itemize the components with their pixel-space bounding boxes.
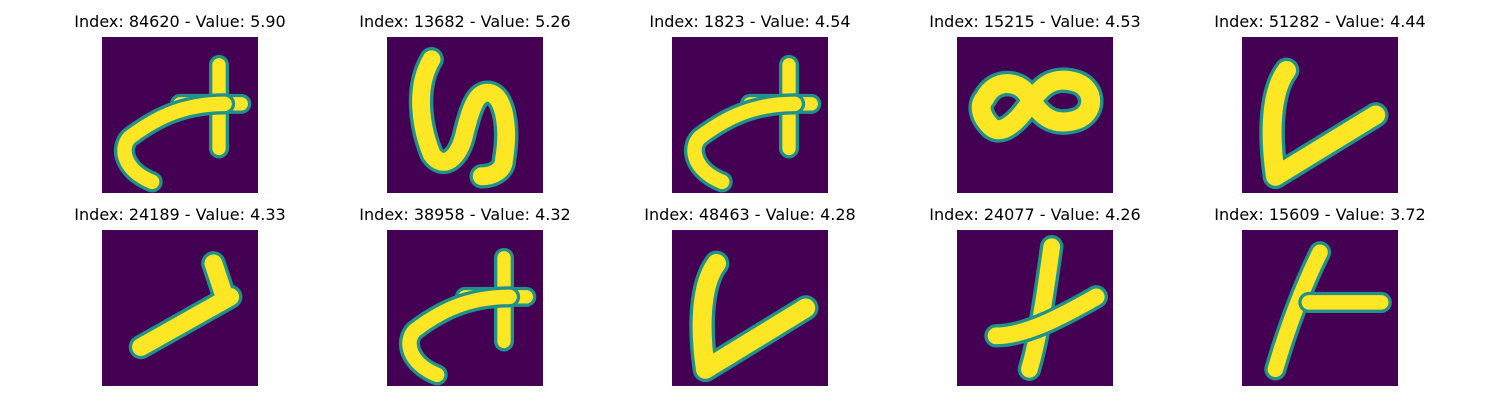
cell-title: Index: 15215 - Value: 4.53	[929, 12, 1141, 31]
handwritten-glyph-image	[387, 37, 543, 193]
glyph-stroke	[412, 50, 515, 186]
handwritten-glyph-image	[957, 37, 1113, 193]
handwritten-glyph-image	[957, 230, 1113, 386]
glyph-stroke	[132, 254, 240, 356]
cell-title: Index: 13682 - Value: 5.26	[359, 12, 571, 31]
cell-title: Index: 48463 - Value: 4.28	[644, 205, 856, 224]
image-cell: Index: 51282 - Value: 4.44	[1190, 0, 1450, 193]
cell-title: Index: 38958 - Value: 4.32	[359, 205, 571, 224]
glyph-stroke	[692, 253, 816, 379]
image-cell: Index: 1823 - Value: 4.54	[620, 0, 880, 193]
image-cell: Index: 24077 - Value: 4.26	[905, 193, 1165, 386]
handwritten-glyph-image	[102, 37, 258, 193]
glyph-stroke	[971, 70, 1100, 140]
glyph-stroke	[687, 96, 802, 190]
handwritten-glyph-image	[1242, 230, 1398, 386]
glyph-stroke	[117, 96, 232, 190]
handwritten-glyph-image	[672, 37, 828, 193]
image-cell: Index: 13682 - Value: 5.26	[335, 0, 595, 193]
image-cell: Index: 48463 - Value: 4.28	[620, 193, 880, 386]
handwritten-glyph-image	[387, 230, 543, 386]
cell-title: Index: 24189 - Value: 4.33	[74, 205, 286, 224]
glyph-stroke	[1021, 238, 1061, 378]
glyph-stroke	[1262, 60, 1386, 186]
image-cell: Index: 38958 - Value: 4.32	[335, 193, 595, 386]
image-cell: Index: 15215 - Value: 4.53	[905, 0, 1165, 193]
cell-title: Index: 51282 - Value: 4.44	[1214, 12, 1426, 31]
cell-title: Index: 15609 - Value: 3.72	[1214, 205, 1426, 224]
glyph-stroke	[987, 288, 1105, 345]
handwritten-glyph-image	[102, 230, 258, 386]
handwritten-glyph-image	[1242, 37, 1398, 193]
cell-title: Index: 84620 - Value: 5.90	[74, 12, 286, 31]
handwritten-glyph-image	[672, 230, 828, 386]
image-cell: Index: 24189 - Value: 4.33	[50, 193, 310, 386]
glyph-stroke	[1267, 244, 1328, 378]
image-cell: Index: 84620 - Value: 5.90	[50, 0, 310, 193]
glyph-stroke	[402, 289, 517, 383]
cell-title: Index: 1823 - Value: 4.54	[649, 12, 851, 31]
cell-title: Index: 24077 - Value: 4.26	[929, 205, 1141, 224]
image-cell: Index: 15609 - Value: 3.72	[1190, 193, 1450, 386]
